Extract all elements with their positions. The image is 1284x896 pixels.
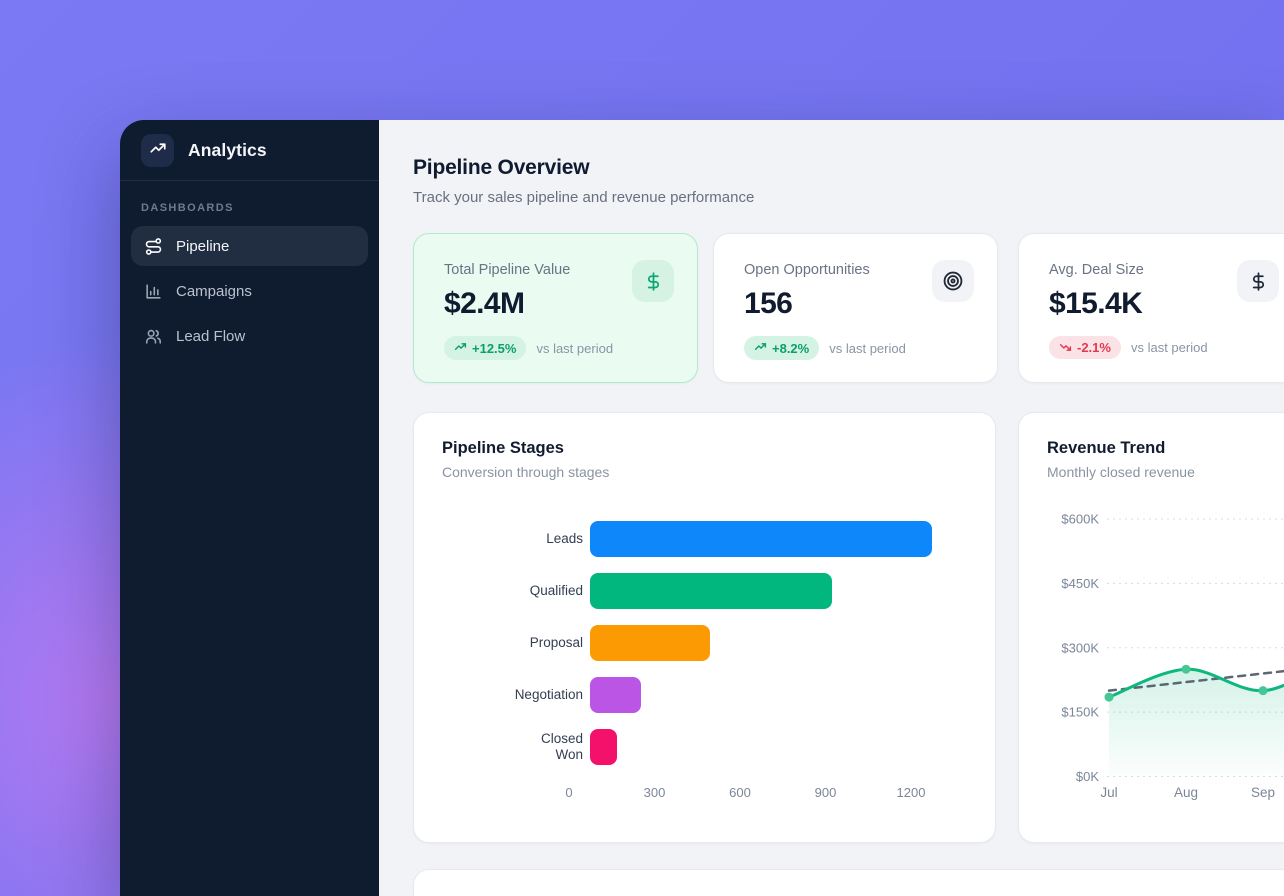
stat-value: $15.4K <box>1049 287 1143 320</box>
stat-card-total-pipeline-value[interactable]: Total Pipeline Value $2.4M +12.5% <box>413 233 698 383</box>
revenue-trend-plot: $0K$150K$300K$450K$600KJulAugSepOctNovDe… <box>1061 512 1284 800</box>
change-badge: +8.2% <box>744 336 820 360</box>
app-logo <box>141 133 174 167</box>
stat-card-avg-deal-size[interactable]: Avg. Deal Size $15.4K -2.1% vs la <box>1018 233 1284 383</box>
x-axis-tick: 0 <box>565 785 573 800</box>
bar-row: Negotiation <box>442 669 967 721</box>
change-badge: -2.1% <box>1049 336 1121 359</box>
bar-category-label: Negotiation <box>514 686 583 702</box>
chart-title: Pipeline Stages <box>442 439 564 457</box>
x-axis-tick: 600 <box>729 785 751 800</box>
sidebar-item-label: Lead Flow <box>176 327 246 345</box>
change-badge: +12.5% <box>444 336 527 360</box>
stat-label: Total Pipeline Value <box>444 262 571 278</box>
pipeline-stages-axis: 0 300 600 900 1200 <box>565 785 925 803</box>
bar <box>590 729 618 765</box>
stat-value: $2.4M <box>444 287 525 320</box>
change-value: -2.1% <box>1077 340 1111 355</box>
bar-chart-icon <box>144 282 163 301</box>
bar-row: Leads <box>442 513 967 565</box>
revenue-area <box>1109 669 1284 777</box>
stat-value: 156 <box>744 287 793 320</box>
dollar-icon <box>1237 260 1279 302</box>
route-icon <box>144 237 163 256</box>
chart-title: Revenue Trend <box>1047 439 1166 457</box>
pipeline-stages-card: Pipeline Stages Conversion through stage… <box>413 412 996 843</box>
stat-cards-row: Total Pipeline Value $2.4M +12.5% <box>413 233 1284 383</box>
x-axis-tick: 900 <box>814 785 837 800</box>
compare-label: vs last period <box>1130 340 1208 355</box>
data-point <box>1258 686 1268 696</box>
compare-label: vs last period <box>829 340 906 356</box>
bar <box>590 573 833 609</box>
bar-category-label: Qualified <box>529 582 583 598</box>
sidebar-item-lead-flow[interactable]: Lead Flow <box>131 316 368 356</box>
sidebar-header: Analytics <box>120 120 379 181</box>
sidebar-item-label: Campaigns <box>176 282 252 300</box>
app-window: Analytics DASHBOARDS Pipeline Campaigns <box>120 120 1284 896</box>
bar-category-label: Leads <box>546 530 583 546</box>
main-area: Pipeline Overview Track your sales pipel… <box>379 120 1284 896</box>
dollar-icon <box>632 260 674 302</box>
sidebar-item-pipeline[interactable]: Pipeline <box>131 226 368 266</box>
bar-row: Closed Won <box>442 721 967 773</box>
trending-down-icon <box>1059 341 1072 354</box>
x-axis-label: Sep <box>1251 785 1275 800</box>
charts-row: Pipeline Stages Conversion through stage… <box>413 412 1284 843</box>
bar <box>590 625 710 661</box>
y-axis-tick: $600K <box>1061 512 1099 527</box>
bar-category-label: Proposal <box>529 634 583 650</box>
stat-card-open-opportunities[interactable]: Open Opportunities 156 +8.2% vs l <box>713 233 998 383</box>
change-value: +12.5% <box>472 340 517 356</box>
y-axis-tick: $300K <box>1061 640 1099 655</box>
x-axis-tick: 1200 <box>896 785 926 800</box>
pipeline-stages-bars: Leads Qualified Proposal Negotiation Closed … <box>414 513 995 773</box>
data-point <box>1104 692 1114 702</box>
y-axis-tick: $0K <box>1076 769 1099 784</box>
trend-line <box>1107 669 1284 692</box>
trending-up-icon <box>754 340 767 356</box>
x-axis-label: Aug <box>1174 785 1198 800</box>
y-axis-tick: $450K <box>1061 576 1099 591</box>
sidebar-item-label: Pipeline <box>176 237 230 255</box>
users-icon <box>144 327 163 346</box>
page-title: Pipeline Overview <box>413 156 590 179</box>
chart-subtitle: Monthly closed revenue <box>1047 464 1195 480</box>
bar-row: Qualified <box>442 565 967 617</box>
revenue-trend-card: Revenue Trend Monthly closed revenue $0K… <box>1018 412 1284 843</box>
page-subtitle: Track your sales pipeline and revenue pe… <box>413 189 755 206</box>
bar-category-label: Closed Won <box>540 730 583 762</box>
bar <box>590 521 932 557</box>
compare-label: vs last period <box>536 340 614 356</box>
bar-row: Proposal <box>442 617 967 669</box>
app-title: Analytics <box>188 139 267 160</box>
bar <box>590 677 642 713</box>
sidebar-item-campaigns[interactable]: Campaigns <box>131 271 368 311</box>
stat-label: Avg. Deal Size <box>1049 262 1144 278</box>
chart-subtitle: Conversion through stages <box>442 464 610 480</box>
target-icon <box>932 260 974 302</box>
nav-section-label: DASHBOARDS <box>141 202 234 214</box>
trending-up-icon <box>454 340 467 356</box>
bottom-card <box>413 869 1284 896</box>
trending-up-icon <box>149 139 167 162</box>
y-axis-tick: $150K <box>1061 705 1099 720</box>
sidebar: Analytics DASHBOARDS Pipeline Campaigns <box>120 120 379 896</box>
revenue-line <box>1107 667 1284 699</box>
data-point <box>1181 664 1191 674</box>
stat-label: Open Opportunities <box>744 262 870 278</box>
change-value: +8.2% <box>772 340 810 356</box>
x-axis-tick: 300 <box>643 785 666 800</box>
sidebar-nav: DASHBOARDS Pipeline Campaigns <box>120 181 379 361</box>
x-axis-label: Jul <box>1100 785 1117 800</box>
